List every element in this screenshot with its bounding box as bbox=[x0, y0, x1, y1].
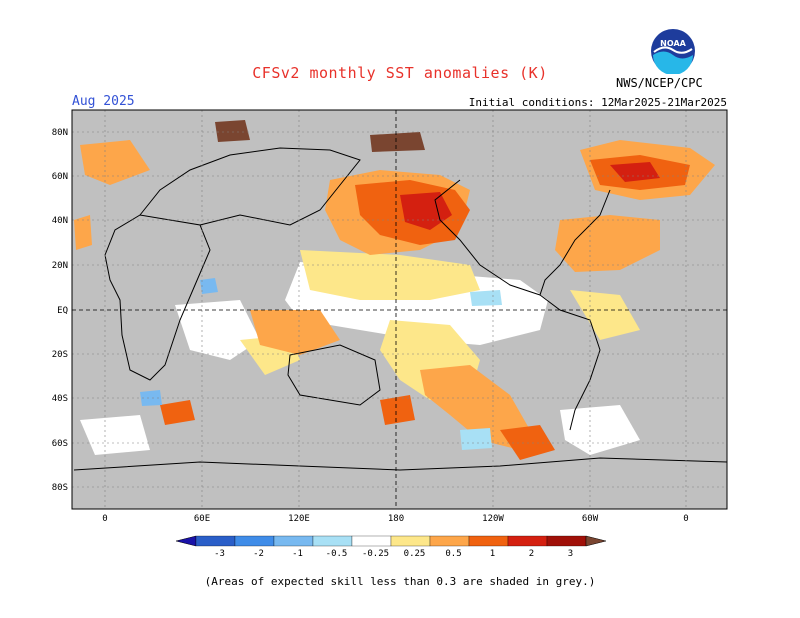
colorbar-segment bbox=[312, 535, 353, 547]
lat-label: 80N bbox=[52, 128, 68, 138]
colorbar-segment bbox=[546, 535, 587, 547]
ocean-patch bbox=[500, 425, 555, 460]
ocean-patch bbox=[200, 278, 218, 294]
colorbar-segment bbox=[390, 535, 431, 547]
lon-label: 180 bbox=[388, 514, 404, 524]
ocean-patch bbox=[400, 192, 452, 230]
colorbar-label: 2 bbox=[529, 549, 534, 559]
map-title: CFSv2 monthly SST anomalies (K) bbox=[252, 64, 548, 82]
svg-text:NOAA: NOAA bbox=[660, 39, 686, 48]
ocean-patch bbox=[160, 400, 195, 425]
colorbar-label: 0.25 bbox=[404, 549, 426, 559]
australia-coast bbox=[287, 344, 381, 406]
lon-label: 120W bbox=[482, 514, 504, 524]
colorbar-segment bbox=[273, 535, 314, 547]
ocean-patch bbox=[380, 395, 415, 425]
ocean-patch bbox=[555, 215, 660, 272]
colorbar-legend: -3 -2 -1 -0.5 -0.25 0.25 0.5 1 2 3 bbox=[175, 535, 607, 559]
americas-coast bbox=[539, 189, 611, 431]
colorbar-segment bbox=[234, 535, 275, 547]
colorbar-label: -1 bbox=[292, 549, 303, 559]
lat-label: 20N bbox=[52, 261, 68, 271]
colorbar-segment bbox=[351, 535, 392, 547]
antarctica-coast bbox=[73, 457, 728, 471]
initial-conditions: Initial conditions: 12Mar2025-21Mar2025 bbox=[468, 96, 727, 109]
lon-label: 120E bbox=[288, 514, 310, 524]
ocean-patch bbox=[74, 215, 92, 250]
lon-label: 60W bbox=[582, 514, 599, 524]
ocean-patch bbox=[470, 290, 502, 306]
grid-lines bbox=[72, 110, 727, 509]
ocean-patch bbox=[300, 250, 480, 300]
lat-label: 60S bbox=[52, 439, 68, 449]
ocean-patch bbox=[175, 300, 260, 360]
colorbar-label: -3 bbox=[214, 549, 225, 559]
lat-tick-labels: 80N 60N 40N 20N EQ 20S 40S 60S 80S bbox=[52, 128, 68, 493]
agency-label: NWS/NCEP/CPC bbox=[616, 76, 703, 90]
africa-coast bbox=[104, 214, 211, 381]
lat-label: EQ bbox=[57, 306, 68, 316]
colorbar-label: 1 bbox=[490, 549, 495, 559]
forecast-month: Aug 2025 bbox=[72, 94, 135, 109]
colorbar-label: 0.5 bbox=[445, 549, 461, 559]
ocean-anomaly-patches bbox=[74, 120, 715, 460]
ocean-patch bbox=[140, 390, 162, 406]
colorbar-segment bbox=[195, 535, 236, 547]
ocean-patch bbox=[250, 310, 340, 355]
reference-lines bbox=[72, 110, 727, 509]
ocean-patch bbox=[610, 162, 660, 182]
skill-footnote: (Areas of expected skill less than 0.3 a… bbox=[204, 575, 596, 588]
lat-label: 80S bbox=[52, 483, 68, 493]
colorbar-segment bbox=[468, 535, 509, 547]
colorbar-label: 3 bbox=[568, 549, 573, 559]
lat-label: 40N bbox=[52, 216, 68, 226]
ocean-patch bbox=[80, 140, 150, 185]
map-frame bbox=[71, 109, 728, 510]
ocean-patch bbox=[420, 365, 530, 450]
asia-coast bbox=[139, 147, 361, 226]
lon-label: 0 bbox=[683, 514, 688, 524]
ocean-patch bbox=[560, 405, 640, 455]
ocean-patch bbox=[370, 132, 425, 152]
lon-tick-labels: 0 60E 120E 180 120W 60W 0 bbox=[102, 514, 688, 524]
ocean-patch bbox=[215, 120, 250, 142]
lat-label: 60N bbox=[52, 172, 68, 182]
colorbar-arrow-left bbox=[175, 535, 197, 547]
noaa-logo-icon: NOAA bbox=[651, 29, 695, 74]
continent-outlines bbox=[73, 147, 728, 471]
colorbar-segment bbox=[507, 535, 548, 547]
ocean-patch bbox=[460, 428, 492, 450]
colorbar-label: -0.5 bbox=[326, 549, 348, 559]
colorbar-label: -0.25 bbox=[362, 549, 389, 559]
colorbar-segment bbox=[429, 535, 470, 547]
lon-label: 0 bbox=[102, 514, 107, 524]
ocean-patch bbox=[80, 415, 150, 455]
colorbar-arrow-right bbox=[585, 535, 607, 547]
colorbar-label: -2 bbox=[253, 549, 264, 559]
lat-label: 40S bbox=[52, 394, 68, 404]
lon-label: 60E bbox=[194, 514, 210, 524]
north-america-coast bbox=[434, 179, 541, 296]
lat-label: 20S bbox=[52, 350, 68, 360]
ocean-patch bbox=[570, 290, 640, 340]
